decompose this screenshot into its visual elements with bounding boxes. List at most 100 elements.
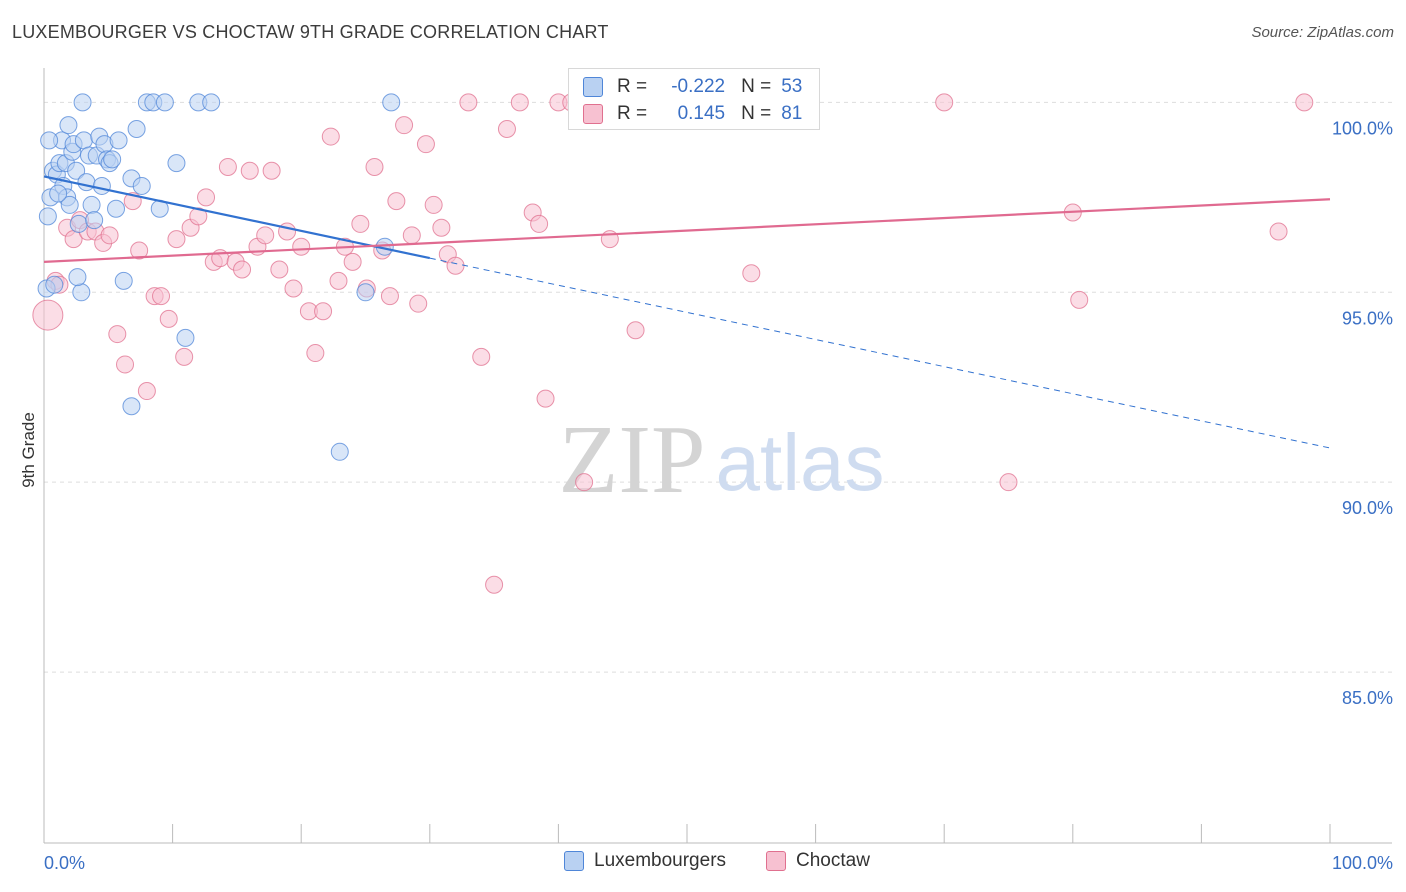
legend-item-luxembourgers[interactable]: Luxembourgers: [564, 850, 726, 872]
choctaw-point: [116, 355, 135, 374]
choctaw-point: [189, 207, 208, 226]
luxembourger-point: [202, 93, 221, 112]
legend: Luxembourgers Choctaw: [0, 850, 1406, 880]
source-label: Source: ZipAtlas.com: [1251, 24, 1394, 41]
luxembourger-point: [38, 207, 57, 226]
luxembourger-point: [155, 93, 174, 112]
choctaw-point: [262, 161, 281, 180]
watermark: ZIP atlas: [559, 406, 885, 514]
choctaw-point: [432, 218, 451, 237]
n-label: N =: [741, 103, 772, 124]
legend-label: Luxembourgers: [594, 850, 727, 871]
n-value: 81: [781, 103, 803, 124]
choctaw-point: [626, 321, 645, 340]
choctaw-point: [100, 226, 119, 245]
luxembourger-point: [127, 119, 146, 138]
choctaw-point: [459, 93, 478, 112]
luxembourger-point: [74, 131, 93, 150]
luxembourger-point: [85, 211, 104, 230]
choctaw-point: [999, 473, 1018, 492]
luxembourger-point: [68, 268, 87, 287]
choctaw-point: [485, 575, 504, 594]
choctaw-point: [935, 93, 954, 112]
choctaw-point: [270, 260, 289, 279]
choctaw-point: [1070, 290, 1089, 309]
choctaw-point: [536, 389, 555, 408]
legend-item-choctaw[interactable]: Choctaw: [766, 850, 870, 872]
luxembourgers-swatch: [583, 77, 603, 97]
luxembourger-point: [356, 283, 375, 302]
n-value: 53: [781, 76, 803, 97]
luxembourger-point: [109, 131, 128, 150]
choctaw-point: [1295, 93, 1314, 112]
r-label: R =: [617, 76, 648, 97]
n-label: N =: [741, 76, 772, 97]
choctaw-point: [387, 192, 406, 211]
luxembourger-point: [69, 214, 88, 233]
choctaw-point: [197, 188, 216, 207]
luxembourger-point: [103, 150, 122, 169]
choctaw-point: [409, 294, 428, 313]
choctaw-point: [130, 241, 149, 260]
gridlines: [44, 101, 1392, 673]
tick-labels: 85.0% 90.0% 95.0% 100.0% 0.0% 100.0%: [44, 118, 1393, 873]
luxembourger-trend-line: [43, 175, 431, 260]
choctaw-point: [306, 344, 325, 363]
choctaw-point: [108, 325, 127, 344]
choctaw-point: [351, 214, 370, 233]
choctaw-point: [575, 473, 594, 492]
choctaw-point: [343, 252, 362, 271]
trend-lines: [43, 175, 1331, 449]
choctaw-point: [284, 279, 303, 298]
choctaw-point: [497, 119, 516, 138]
choctaw-point: [742, 264, 761, 283]
choctaw-point: [1269, 222, 1288, 241]
luxembourgers-legend-swatch: [564, 851, 584, 871]
r-value: 0.145: [677, 103, 726, 124]
luxembourger-point: [60, 195, 79, 214]
axes: [43, 68, 1392, 844]
choctaw-point: [329, 271, 348, 290]
luxembourger-point: [73, 93, 92, 112]
luxembourger-point: [82, 195, 101, 214]
luxembourger-point: [114, 271, 133, 290]
luxembourger-point: [77, 173, 96, 192]
y-tick-label: 85.0%: [1342, 688, 1393, 708]
choctaw-point: [472, 347, 491, 366]
choctaw-point: [510, 93, 529, 112]
choctaw-point: [365, 157, 384, 176]
choctaw-point: [292, 237, 311, 256]
choctaw-point: [240, 161, 259, 180]
choctaw-point: [395, 116, 414, 135]
luxembourger-point: [132, 176, 151, 195]
choctaw-legend-swatch: [766, 851, 786, 871]
correlation-stats-box: R = -0.222 N = 53 R = 0.145 N = 81: [568, 68, 820, 130]
luxembourger-point: [49, 184, 68, 203]
choctaw-points: [32, 93, 1314, 594]
choctaw-point: [380, 287, 399, 306]
choctaw-point: [424, 195, 443, 214]
choctaw-point: [416, 135, 435, 154]
luxembourger-point: [72, 283, 91, 302]
y-tick-label: 100.0%: [1332, 118, 1393, 138]
luxembourger-point: [382, 93, 401, 112]
y-tick-label: 95.0%: [1342, 308, 1393, 328]
luxembourger-point: [40, 131, 59, 150]
x-tick-label: 0.0%: [44, 853, 85, 873]
choctaw-point: [32, 299, 64, 331]
luxembourger-point: [122, 397, 141, 416]
y-tick-label: 90.0%: [1342, 498, 1393, 518]
choctaw-point: [446, 256, 465, 275]
choctaw-point: [175, 347, 194, 366]
luxembourger-point: [176, 328, 195, 347]
luxembourger-point: [92, 176, 111, 195]
luxembourger-points: [37, 93, 401, 461]
choctaw-point: [256, 226, 275, 245]
stats-row-luxembourgers: R = -0.222 N = 53: [583, 75, 802, 99]
luxembourger-point: [107, 199, 126, 218]
x-tick-label: 100.0%: [1332, 853, 1393, 873]
r-value: -0.222: [671, 76, 726, 97]
r-label: R =: [617, 103, 648, 124]
choctaw-point: [233, 260, 252, 279]
